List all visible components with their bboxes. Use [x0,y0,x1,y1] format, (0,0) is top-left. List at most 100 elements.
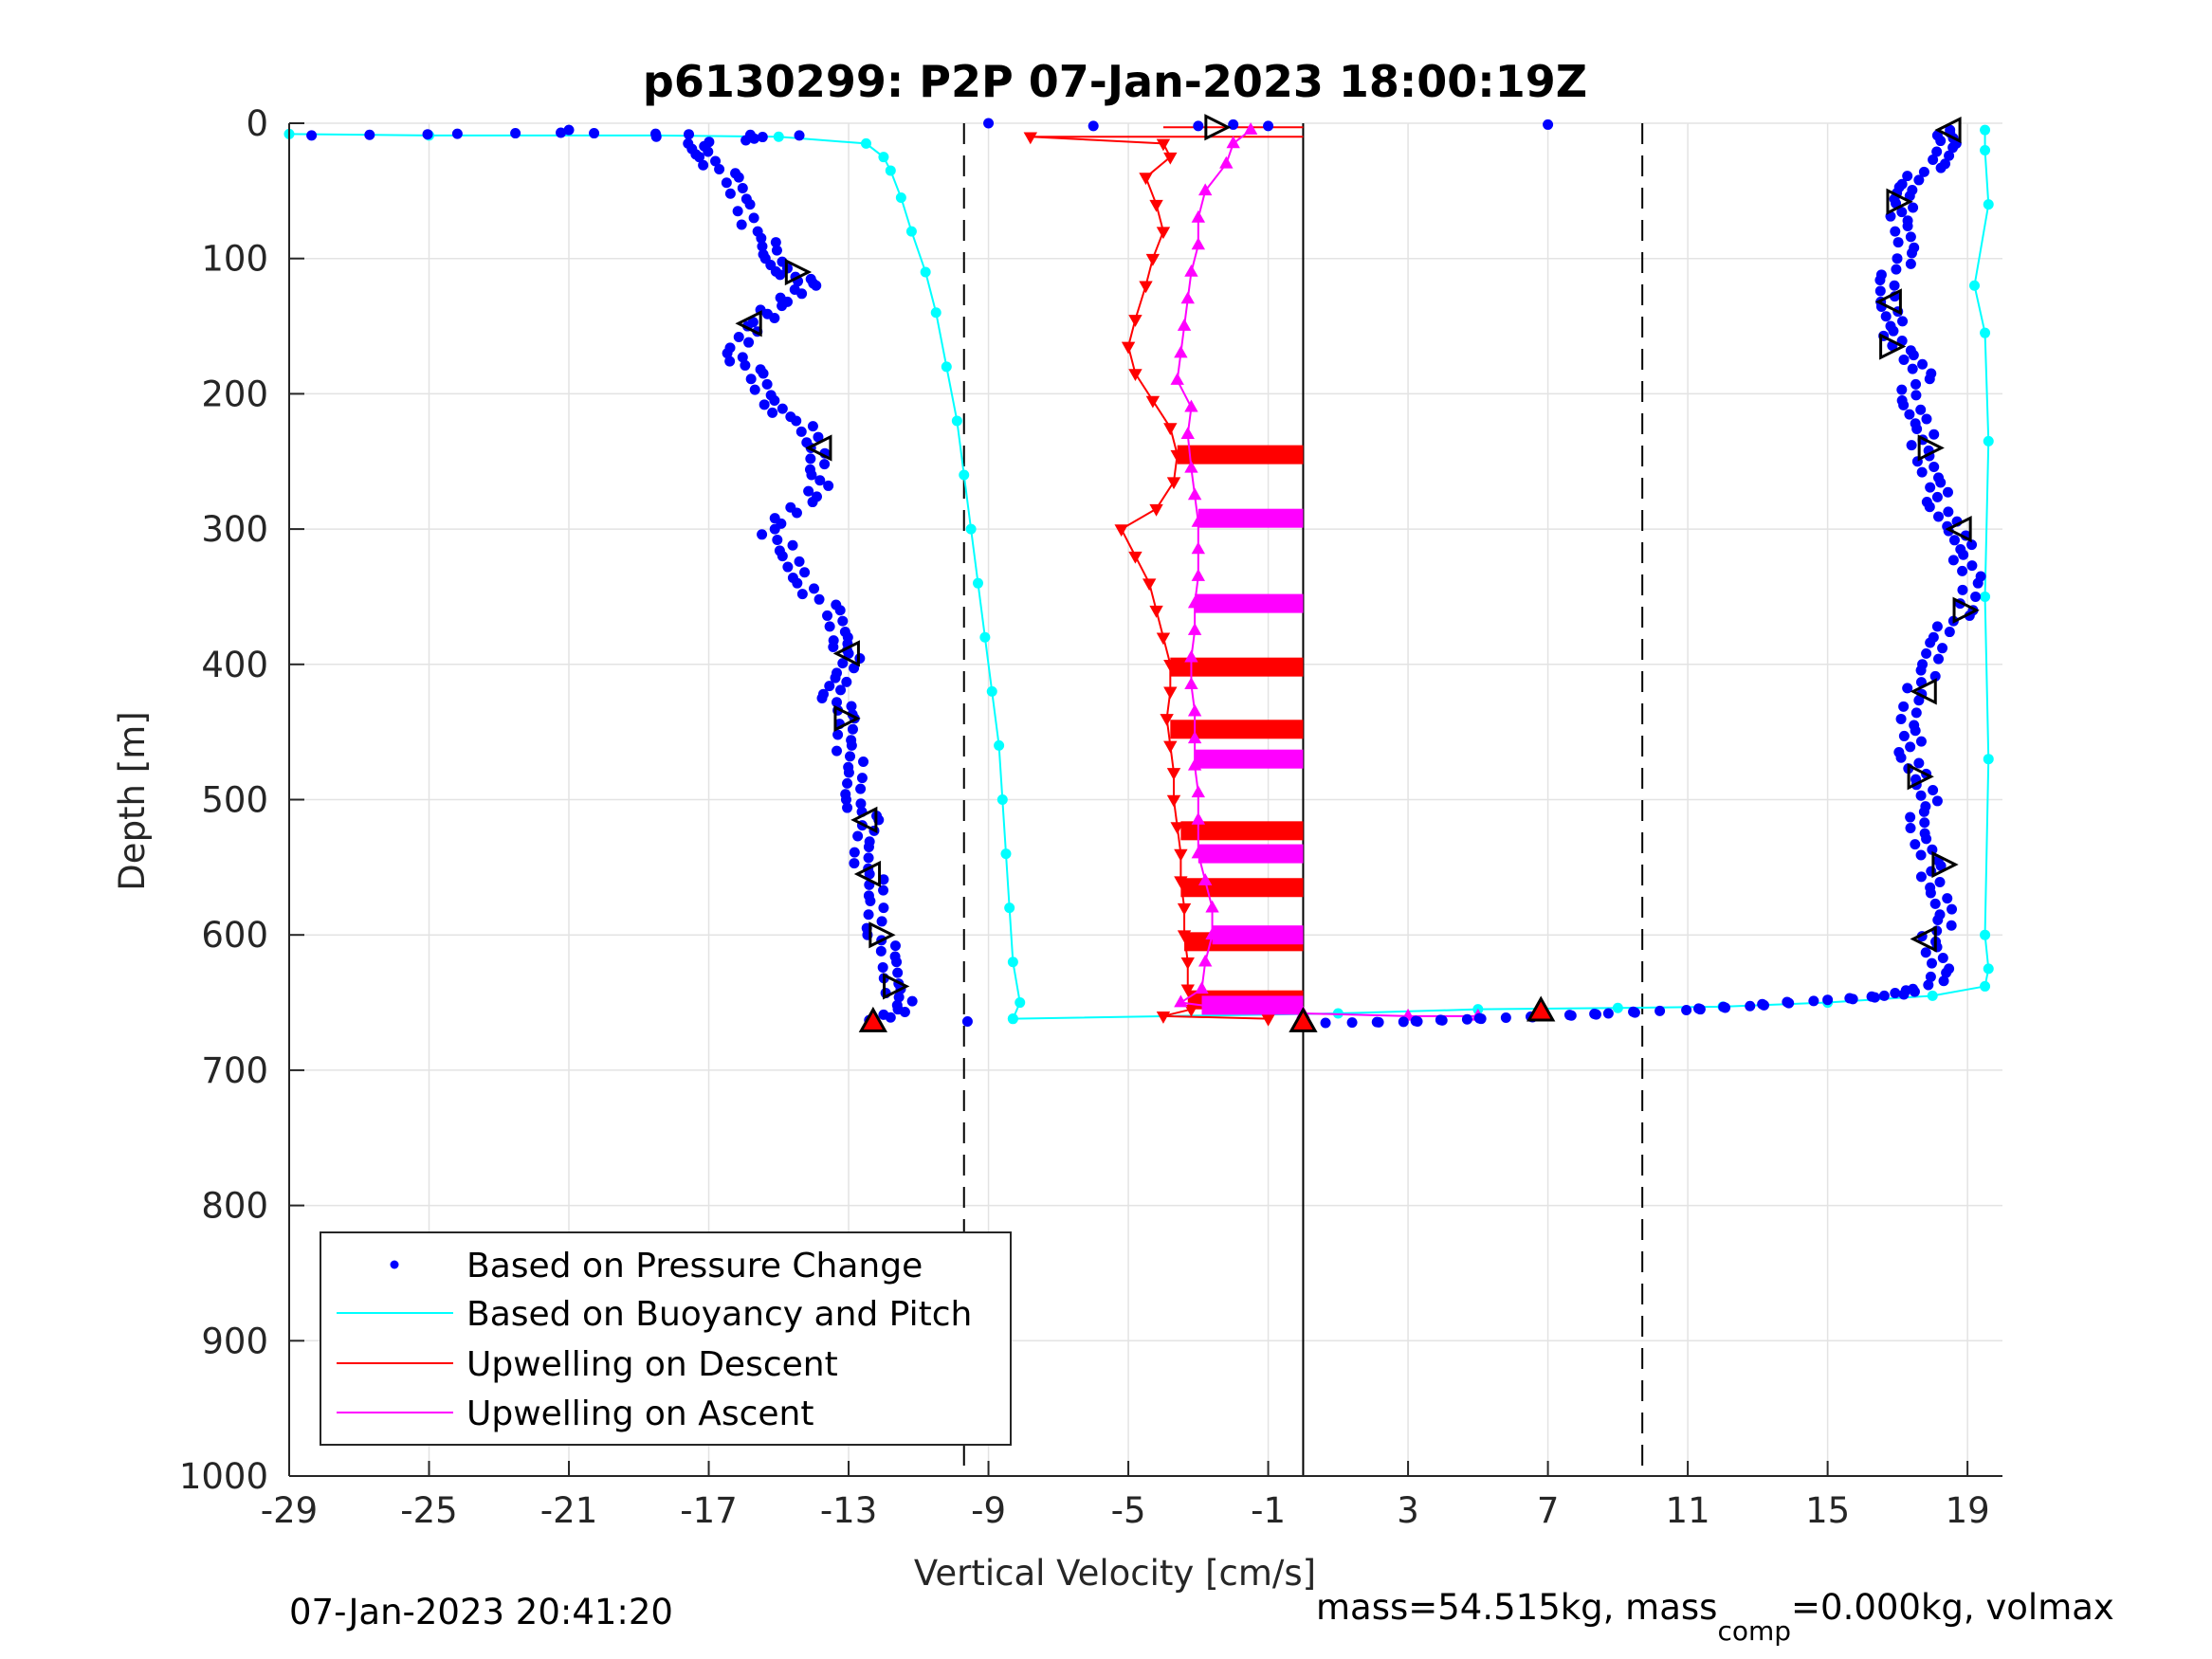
pressure-point [875,945,887,957]
pressure-point [1885,320,1896,332]
pressure-point [769,395,780,407]
ascent-upwelling-point [1191,541,1206,555]
pressure-point [794,130,805,141]
ascent-upwelling-band [1195,749,1304,769]
pressure-point [1966,539,1978,551]
pressure-point [1757,998,1768,1010]
buoyancy-point [1980,327,1991,338]
pressure-point [698,159,709,171]
buoyancy-point [905,226,917,237]
buoyancy-line [1013,130,1990,1020]
pressure-point [1920,947,1931,958]
pressure-point [743,337,755,348]
pressure-point [364,129,375,140]
pressure-point [510,128,521,139]
ascent-upwelling-point [1191,846,1206,859]
ascent-upwelling-point [1187,623,1202,635]
pressure-point [724,188,736,199]
buoyancy-point [1983,754,1994,765]
pressure-point [823,480,834,491]
buoyancy-point [959,469,970,481]
pressure-point [694,152,705,163]
descent-upwelling-point [1160,714,1174,726]
pressure-point [1628,1006,1639,1017]
descent-upwelling-point [1145,253,1161,266]
ascent-upwelling-point [1187,595,1202,609]
pressure-point [1905,822,1916,833]
descent-upwelling-band [1180,821,1304,841]
ascent-upwelling-point [1170,373,1184,385]
pressure-point [1473,1012,1485,1024]
ascent-upwelling-point [1195,981,1209,994]
pressure-point [1931,130,1943,141]
pressure-point [1928,155,1939,166]
ascent-upwelling-point [1174,994,1188,1008]
pressure-point [841,676,852,687]
pressure-point [1918,166,1929,177]
pressure-point [1923,979,1934,991]
pressure-point [814,593,825,605]
filled-triangle-marker [858,1006,888,1032]
ascent-upwelling-point [1191,811,1206,825]
buoyancy-point [1980,980,1991,992]
ascent-upwelling-point [1191,569,1206,581]
pressure-point [1944,627,1955,638]
buoyancy-point [965,523,977,535]
filled-triangle-marker [1289,1006,1318,1032]
pressure-point [1955,544,1966,556]
pressure-point [1943,506,1954,518]
legend-label-ascent: Upwelling on Ascent [466,1395,814,1433]
descent-upwelling-point [1145,395,1161,409]
open-triangle-marker [1917,434,1945,462]
pressure-point [1937,952,1948,963]
open-triangle-marker [1204,114,1232,141]
ascent-upwelling-point [1205,927,1219,939]
pressure-point [830,672,841,684]
open-triangle-marker [1931,850,1959,879]
descent-upwelling-point [1114,524,1128,538]
pressure-point [1895,713,1907,724]
buoyancy-point [1927,990,1938,1001]
buoyancy-point [1004,902,1015,914]
pressure-point [843,767,854,778]
pressure-point [769,523,780,535]
buoyancy-point [895,191,906,203]
ascent-upwelling-point [1184,649,1198,663]
pressure-point [732,206,743,217]
pressure-point [899,1007,910,1018]
descent-upwelling-point [1177,930,1192,943]
pressure-point [422,129,433,140]
open-triangle-marker [832,640,860,667]
pressure-point [777,301,788,312]
pressure-point [819,459,831,470]
buoyancy-point [951,415,962,427]
pressure-point [809,583,820,594]
pressure-point [856,773,868,784]
pressure-point [1915,849,1927,861]
pressure-point [1946,920,1957,931]
pressure-point [1938,975,1949,987]
pressure-point [1908,202,1919,213]
pressure-point [1925,971,1936,982]
pressure-point [876,916,887,927]
pressure-point [767,407,778,418]
y-tick-label: 0 [246,103,268,144]
ascent-upwelling-point [1219,155,1234,169]
ascent-upwelling-point [1205,900,1219,913]
pressure-point [842,802,853,813]
pressure-point [1808,995,1819,1007]
pressure-point [832,697,843,708]
pressure-point [1908,983,1919,994]
pressure-point [794,556,805,567]
x-tick-label: 19 [1946,1490,1990,1531]
pressure-point [1878,990,1890,1001]
pressure-point [1966,560,1978,572]
pressure-point [1921,647,1932,659]
pressure-point [1896,178,1908,190]
legend-label-descent: Upwelling on Descent [466,1345,838,1384]
pressure-point [852,830,864,842]
pressure-point [811,280,822,291]
pressure-point [744,199,756,210]
pressure-point [757,132,768,143]
pressure-point [1371,1016,1382,1028]
